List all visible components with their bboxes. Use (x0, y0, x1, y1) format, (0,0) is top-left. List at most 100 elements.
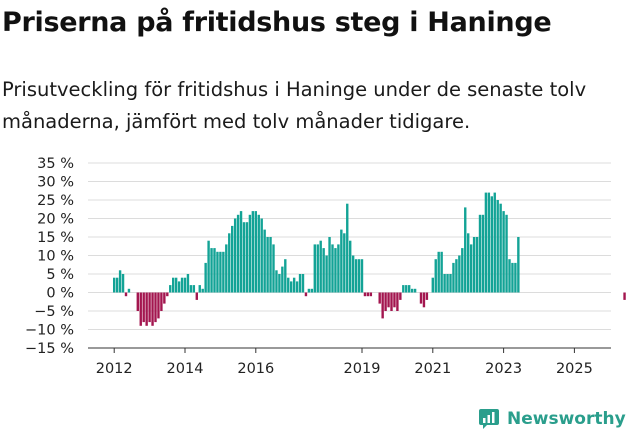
bar (301, 274, 305, 293)
bar (363, 292, 367, 297)
bar (387, 292, 390, 308)
bar (349, 240, 352, 293)
bar (204, 262, 207, 293)
x-tick-label: 2016 (237, 361, 274, 377)
x-tick-label: 2025 (556, 361, 593, 377)
bar (154, 292, 157, 323)
bar (425, 292, 429, 300)
bar (145, 292, 148, 326)
bar (163, 292, 166, 304)
bar (514, 262, 517, 293)
bar (475, 237, 479, 293)
bar (340, 229, 343, 293)
bar (493, 192, 496, 293)
x-tick-label: 2023 (485, 361, 522, 377)
bar (225, 244, 228, 293)
bar (298, 274, 302, 293)
bar (469, 244, 473, 293)
bar (222, 251, 225, 293)
x-tick-label: 2012 (96, 361, 133, 377)
bar (390, 292, 393, 311)
bar (233, 218, 237, 293)
bar (505, 214, 508, 293)
bar (393, 292, 396, 308)
bar (487, 192, 491, 293)
bar (113, 277, 116, 293)
y-tick-label: 30 % (37, 175, 74, 191)
bar (269, 237, 272, 293)
chart-subtitle: Prisutveckling för fritidshus i Haninge … (2, 78, 587, 133)
bar (183, 277, 187, 293)
y-tick-label: 35 % (37, 156, 74, 172)
bar (472, 237, 476, 293)
bar (142, 292, 145, 323)
bar (304, 292, 308, 297)
bar (198, 285, 201, 293)
bar (351, 255, 355, 293)
x-tick-label: 2021 (414, 361, 451, 377)
bar (431, 277, 434, 293)
bar (481, 214, 485, 293)
bar (496, 200, 499, 293)
brand-logo: Newsworthy (478, 408, 626, 430)
bar (396, 292, 399, 311)
y-tick-label: −5 % (34, 304, 74, 320)
bar (115, 277, 119, 293)
bar (354, 259, 358, 293)
bar-chart: 35 % 30 % 25 % 20 % 15 % 10 % 5 % 0 % −5 % −10 % −… (25, 156, 631, 377)
bar (310, 288, 314, 293)
bar (402, 285, 405, 293)
chart-title: Priserna på fritidshus steg i Haninge (2, 7, 552, 38)
bar (446, 274, 449, 293)
bar (508, 259, 511, 293)
bar (458, 255, 461, 293)
bar (357, 259, 361, 293)
bar (319, 240, 322, 293)
x-tick-label: 2014 (167, 361, 204, 377)
bar-series (113, 192, 626, 326)
bar (275, 270, 278, 293)
bar (455, 259, 458, 293)
bar (381, 292, 384, 319)
bar (148, 292, 151, 323)
bar (410, 288, 414, 293)
y-axis-labels: 35 % 30 % 25 % 20 % 15 % 10 % 5 % 0 % −5 % −10 % −… (25, 156, 74, 357)
bar (272, 244, 275, 293)
bar (180, 277, 184, 293)
bar (334, 248, 337, 293)
bar (322, 248, 325, 293)
bar (251, 211, 255, 293)
bar (266, 237, 269, 293)
bar (413, 288, 417, 293)
bar (328, 237, 331, 293)
bar (242, 222, 246, 293)
bar (177, 281, 181, 293)
bar (440, 251, 443, 293)
bar (316, 244, 319, 293)
bar (157, 292, 160, 319)
bar (307, 288, 311, 293)
bar (295, 281, 299, 293)
bar (186, 274, 190, 293)
bar (231, 225, 234, 293)
y-tick-label: −10 % (25, 323, 74, 339)
brand-name: Newsworthy (507, 409, 626, 429)
bar (290, 281, 293, 293)
bar (499, 203, 502, 293)
bar (490, 196, 493, 293)
y-tick-label: 5 % (46, 267, 74, 283)
bar (207, 240, 210, 293)
bar (399, 292, 402, 300)
y-tick-label: 0 % (46, 286, 74, 302)
bar (343, 233, 346, 293)
bar (484, 192, 488, 293)
bar (325, 255, 328, 293)
bar (139, 292, 142, 326)
bar (366, 292, 370, 297)
bar (384, 292, 387, 311)
bar (160, 292, 163, 311)
bar (511, 262, 514, 293)
bar (257, 214, 260, 293)
bar (281, 266, 284, 293)
bar (174, 277, 178, 293)
